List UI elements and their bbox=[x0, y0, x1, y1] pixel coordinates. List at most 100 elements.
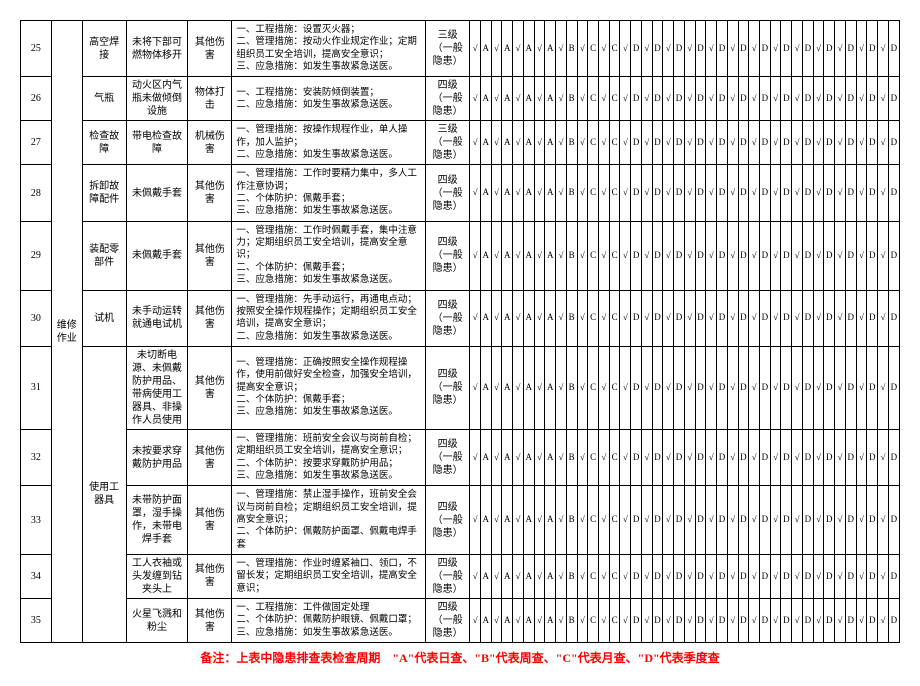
check-tick: √ bbox=[878, 121, 889, 165]
check-code: D bbox=[888, 121, 899, 165]
check-code: D bbox=[631, 21, 642, 77]
check-tick: √ bbox=[470, 346, 481, 429]
check-tick: √ bbox=[749, 599, 760, 643]
check-tick: √ bbox=[856, 221, 867, 290]
level-cell: 四级（一般隐患） bbox=[426, 77, 470, 121]
check-tick: √ bbox=[513, 221, 524, 290]
check-code: D bbox=[674, 21, 685, 77]
check-tick: √ bbox=[878, 429, 889, 485]
hazard-cell: 其他伤害 bbox=[188, 599, 232, 643]
level-cell: 四级（一般隐患） bbox=[426, 554, 470, 598]
check-tick: √ bbox=[813, 121, 824, 165]
check-tick: √ bbox=[727, 21, 738, 77]
check-tick: √ bbox=[706, 599, 717, 643]
risk-cell: 动火区内气瓶未做倾倒设施 bbox=[126, 77, 188, 121]
check-code: D bbox=[695, 221, 706, 290]
risk-cell: 未手动运转就通电试机 bbox=[126, 290, 188, 346]
check-code: D bbox=[695, 21, 706, 77]
check-code: D bbox=[717, 486, 728, 555]
check-tick: √ bbox=[835, 21, 846, 77]
check-code: D bbox=[802, 290, 813, 346]
check-tick: √ bbox=[620, 486, 631, 555]
check-tick: √ bbox=[534, 429, 545, 485]
check-tick: √ bbox=[813, 21, 824, 77]
check-code: D bbox=[631, 121, 642, 165]
check-code: D bbox=[717, 21, 728, 77]
check-code: A bbox=[523, 554, 534, 598]
check-code: A bbox=[480, 77, 491, 121]
check-tick: √ bbox=[706, 486, 717, 555]
check-tick: √ bbox=[749, 554, 760, 598]
check-code: A bbox=[545, 554, 556, 598]
table-row: 31使用工器具未切断电源、未佩戴防护用品、带病使用工器具、非操作人员使用其他伤害… bbox=[21, 346, 900, 429]
measures-cell: 一、管理措施：按操作规程作业，单人操作，加人监护；二、应急措施：如发生事故紧急送… bbox=[232, 121, 426, 165]
check-tick: √ bbox=[878, 346, 889, 429]
check-code: D bbox=[631, 346, 642, 429]
check-code: D bbox=[845, 554, 856, 598]
check-tick: √ bbox=[470, 77, 481, 121]
check-tick: √ bbox=[706, 346, 717, 429]
measures-cell: 一、工程措施：设置灭火器；二、管理措施：按动火作业规定作业；定期组织员工安全培训… bbox=[232, 21, 426, 77]
check-code: C bbox=[609, 21, 620, 77]
check-code: D bbox=[781, 290, 792, 346]
check-tick: √ bbox=[878, 221, 889, 290]
check-tick: √ bbox=[641, 599, 652, 643]
check-code: A bbox=[545, 221, 556, 290]
check-tick: √ bbox=[556, 346, 567, 429]
check-tick: √ bbox=[770, 554, 781, 598]
check-tick: √ bbox=[770, 599, 781, 643]
check-code: C bbox=[609, 290, 620, 346]
check-tick: √ bbox=[513, 486, 524, 555]
risk-cell: 带电检查故障 bbox=[126, 121, 188, 165]
check-code: C bbox=[609, 486, 620, 555]
check-tick: √ bbox=[835, 221, 846, 290]
check-tick: √ bbox=[684, 221, 695, 290]
check-code: D bbox=[717, 429, 728, 485]
check-code: D bbox=[867, 599, 878, 643]
table-row: 27检查故障带电检查故障机械伤害一、管理措施：按操作规程作业，单人操作，加人监护… bbox=[21, 121, 900, 165]
table-row: 29装配零部件未佩戴手套其他伤害一、管理措施：工作时佩戴手套，集中注意力；定期组… bbox=[21, 221, 900, 290]
check-code: D bbox=[888, 429, 899, 485]
hazard-table: 25维修作业高空焊接未将下部可燃物体移开其他伤害一、工程措施：设置灭火器；二、管… bbox=[20, 20, 900, 643]
check-tick: √ bbox=[470, 21, 481, 77]
check-code: D bbox=[631, 221, 642, 290]
row-number: 31 bbox=[21, 346, 52, 429]
check-code: D bbox=[631, 486, 642, 555]
check-tick: √ bbox=[620, 221, 631, 290]
check-code: D bbox=[695, 165, 706, 221]
check-tick: √ bbox=[684, 165, 695, 221]
check-tick: √ bbox=[620, 165, 631, 221]
check-code: D bbox=[738, 77, 749, 121]
sub-operation: 拆卸故障配件 bbox=[82, 165, 126, 221]
check-code: C bbox=[588, 21, 599, 77]
check-code: D bbox=[760, 554, 771, 598]
check-tick: √ bbox=[792, 599, 803, 643]
check-tick: √ bbox=[684, 21, 695, 77]
check-tick: √ bbox=[813, 346, 824, 429]
check-tick: √ bbox=[813, 221, 824, 290]
check-tick: √ bbox=[770, 429, 781, 485]
check-code: D bbox=[845, 346, 856, 429]
check-code: D bbox=[845, 77, 856, 121]
check-tick: √ bbox=[491, 554, 502, 598]
check-tick: √ bbox=[749, 429, 760, 485]
check-tick: √ bbox=[534, 121, 545, 165]
check-code: D bbox=[781, 121, 792, 165]
check-tick: √ bbox=[513, 77, 524, 121]
check-code: D bbox=[717, 554, 728, 598]
check-code: D bbox=[652, 221, 663, 290]
check-code: A bbox=[523, 165, 534, 221]
check-code: D bbox=[738, 599, 749, 643]
check-tick: √ bbox=[792, 77, 803, 121]
check-tick: √ bbox=[835, 599, 846, 643]
check-code: C bbox=[588, 346, 599, 429]
check-tick: √ bbox=[534, 221, 545, 290]
check-code: A bbox=[480, 486, 491, 555]
row-number: 26 bbox=[21, 77, 52, 121]
check-tick: √ bbox=[663, 554, 674, 598]
check-tick: √ bbox=[856, 165, 867, 221]
check-code: D bbox=[802, 165, 813, 221]
check-code: A bbox=[480, 221, 491, 290]
check-tick: √ bbox=[470, 290, 481, 346]
check-code: D bbox=[674, 486, 685, 555]
